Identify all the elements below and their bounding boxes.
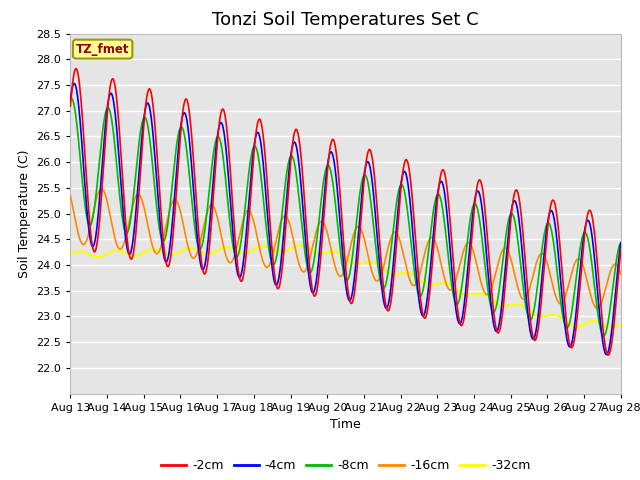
Y-axis label: Soil Temperature (C): Soil Temperature (C) — [18, 149, 31, 278]
Text: TZ_fmet: TZ_fmet — [76, 43, 129, 56]
Title: Tonzi Soil Temperatures Set C: Tonzi Soil Temperatures Set C — [212, 11, 479, 29]
X-axis label: Time: Time — [330, 418, 361, 431]
Legend: -2cm, -4cm, -8cm, -16cm, -32cm: -2cm, -4cm, -8cm, -16cm, -32cm — [156, 455, 536, 477]
